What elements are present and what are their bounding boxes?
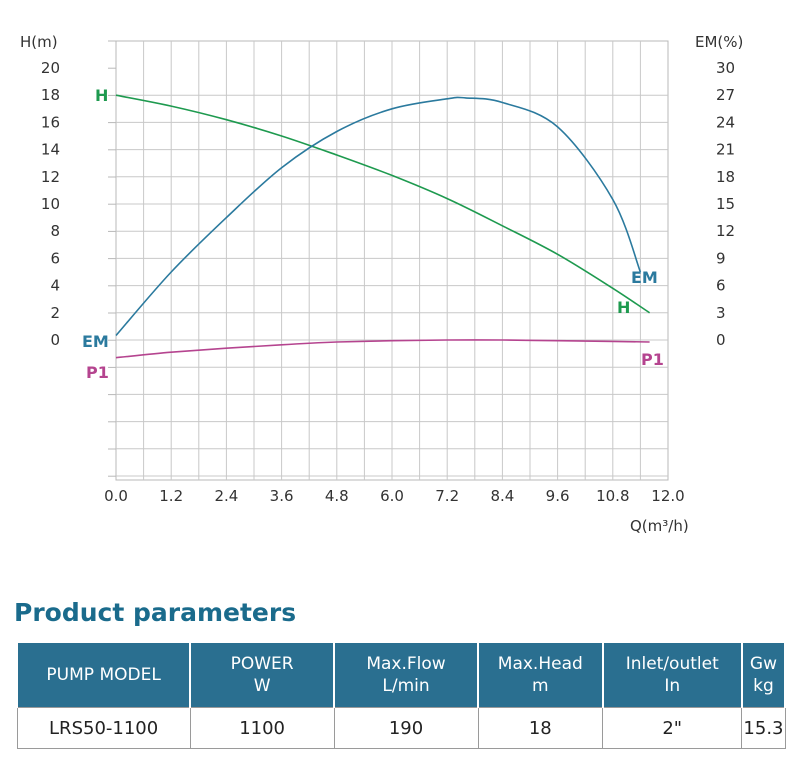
- y-right-tick-label: 6: [716, 277, 726, 295]
- cell-max-flow: 190: [333, 707, 479, 749]
- table-row: LRS50-1100 1100 190 18 2" 15.3: [16, 707, 786, 749]
- header-gw: Gw kg: [740, 643, 787, 708]
- header-power-unit: W: [253, 676, 271, 696]
- chart-curves: [115, 94, 651, 359]
- table-header-row: PUMP MODEL POWER W Max.Flow L/min Max.Head…: [15, 643, 787, 708]
- header-max-head: Max.Head m: [477, 643, 604, 708]
- y-left-tick-label: 16: [41, 113, 60, 131]
- header-max-flow-unit: L/min: [382, 676, 430, 696]
- y-right-tick-label: 15: [716, 195, 735, 213]
- x-tick-label: 1.2: [159, 487, 183, 505]
- y-left-tick-label: 2: [50, 304, 60, 322]
- x-tick-label: 8.4: [490, 487, 514, 505]
- curve-label-em-right: EM: [631, 268, 658, 287]
- chart-grid: [108, 40, 669, 481]
- series-line-h: [115, 94, 651, 314]
- header-max-head-label: Max.Head: [497, 654, 583, 674]
- series-line-em: [115, 96, 642, 337]
- section-title: Product parameters: [14, 598, 297, 627]
- y-left-tick-label: 20: [41, 59, 60, 77]
- y-left-tick-label: 4: [50, 277, 60, 295]
- y-right-tick-label: 3: [716, 304, 726, 322]
- header-max-flow: Max.Flow L/min: [332, 643, 480, 708]
- y-right-tick-label: 12: [716, 222, 735, 240]
- header-gw-unit: kg: [753, 676, 774, 696]
- curve-label-p1-right: P1: [641, 350, 664, 369]
- x-tick-label: 4.8: [325, 487, 349, 505]
- y-right-tick-label: 27: [716, 86, 735, 104]
- x-tick-label: 3.6: [270, 487, 294, 505]
- y-left-tick-label: 8: [50, 222, 60, 240]
- y-right-tick-label: 24: [716, 113, 735, 131]
- x-tick-label: 12.0: [651, 487, 684, 505]
- y-left-tick-label: 0: [50, 331, 60, 349]
- x-tick-label: 2.4: [214, 487, 238, 505]
- header-inlet-outlet-label: Inlet/outlet: [625, 654, 719, 674]
- x-tick-label: 10.8: [596, 487, 629, 505]
- header-pump-model: PUMP MODEL: [15, 643, 192, 708]
- cell-pump-model: LRS50-1100: [16, 707, 191, 749]
- y-right-tick-label: 21: [716, 141, 735, 159]
- y-left-axis-title: H(m): [20, 33, 58, 51]
- cell-gw: 15.3: [741, 707, 786, 749]
- y-left-tick-label: 6: [50, 249, 60, 267]
- y-left-tick-label: 10: [41, 195, 60, 213]
- header-power: POWER W: [189, 643, 335, 708]
- curve-label-h-left: H: [95, 86, 108, 105]
- cell-inlet-outlet: 2": [602, 707, 743, 749]
- y-right-tick-label: 9: [716, 249, 726, 267]
- y-left-tick-label: 12: [41, 168, 60, 186]
- header-inlet-outlet-unit: In: [664, 676, 681, 696]
- y-left-tick-label: 18: [41, 86, 60, 104]
- curve-label-em-left: EM: [82, 332, 109, 351]
- curve-label-p1-left: P1: [86, 363, 109, 382]
- y-left-tick-label: 14: [41, 141, 60, 159]
- curve-label-h-right: H: [617, 298, 630, 317]
- x-tick-label: 6.0: [380, 487, 404, 505]
- series-line-p1: [115, 339, 650, 359]
- x-tick-label: 9.6: [546, 487, 570, 505]
- y-right-tick-label: 18: [716, 168, 735, 186]
- pump-performance-chart: 0.0 1.2 2.4 3.6 4.8 6.0 7.2 8.4 9.6 10.8 12.002468…: [20, 33, 743, 535]
- cell-max-head: 18: [477, 707, 604, 749]
- x-axis-title: Q(m³/h): [630, 517, 689, 535]
- y-right-tick-label: 0: [716, 331, 726, 349]
- header-gw-label: Gw: [749, 654, 777, 674]
- x-tick-label: 0.0: [104, 487, 128, 505]
- header-pump-model-label: PUMP MODEL: [46, 665, 161, 685]
- y-right-axis-title: EM(%): [695, 33, 743, 51]
- header-max-head-unit: m: [532, 676, 549, 696]
- cell-power: 1100: [189, 707, 335, 749]
- y-right-tick-label: 30: [716, 59, 735, 77]
- header-max-flow-label: Max.Flow: [366, 654, 446, 674]
- x-tick-label: 7.2: [435, 487, 459, 505]
- product-parameters-table: PUMP MODEL POWER W Max.Flow L/min Max.Head…: [15, 643, 787, 749]
- header-power-label: POWER: [230, 654, 294, 674]
- header-inlet-outlet: Inlet/outlet In: [601, 643, 743, 708]
- chart-ticks: 0.0 1.2 2.4 3.6 4.8 6.0 7.2 8.4 9.6 10.8 12.002468…: [41, 59, 735, 505]
